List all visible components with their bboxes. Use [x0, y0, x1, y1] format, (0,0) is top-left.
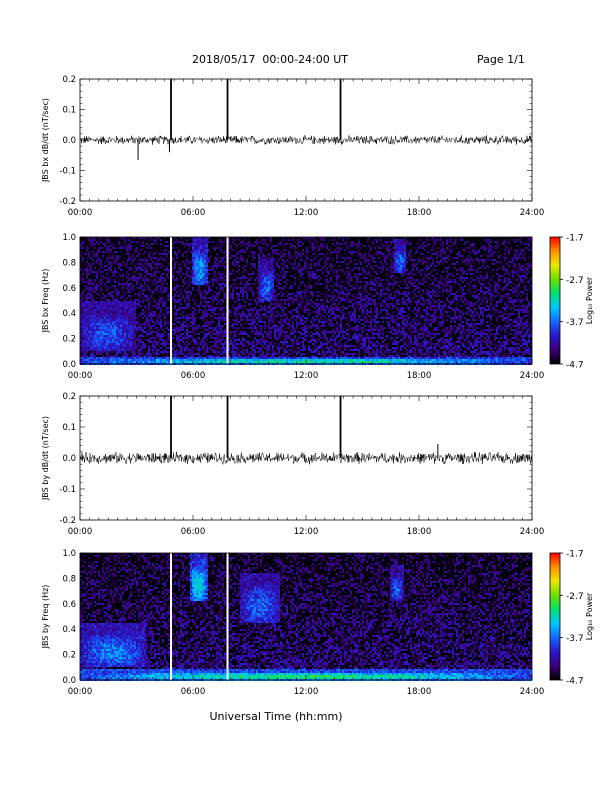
- series-line: [79, 134, 533, 146]
- y-tick-label: 0.8: [62, 574, 76, 584]
- colorbar-label: Log₁₀ Power: [585, 592, 594, 640]
- x-tick-label: 24:00: [520, 208, 545, 218]
- date-range-title: 2018/05/17 00:00-24:00 UT: [192, 53, 348, 66]
- y-tick-label: -0.2: [59, 197, 76, 207]
- colorbar-label: Log₁₀ Power: [585, 276, 594, 324]
- colorbar-tick-label: -4.7: [566, 361, 584, 371]
- colorbar-tick-label: -3.7: [566, 634, 584, 644]
- y-tick-label: 0.0: [62, 676, 76, 686]
- y-tick-label: 0.6: [62, 284, 76, 294]
- y-tick-label: 0.2: [62, 651, 76, 661]
- x-axis-label: Universal Time (hh:mm): [210, 710, 343, 723]
- x-tick-label: 18:00: [407, 527, 432, 537]
- y-tick-label: 0.4: [62, 309, 76, 319]
- x-tick-label: 00:00: [68, 527, 93, 537]
- x-tick-label: 00:00: [68, 687, 93, 697]
- y-tick-label: 1.0: [62, 549, 76, 559]
- y-axis-label: JBS bx Freq (Hz): [41, 269, 50, 334]
- y-tick-label: 0.4: [62, 625, 76, 635]
- x-tick-label: 06:00: [181, 208, 206, 218]
- x-tick-label: 18:00: [407, 371, 432, 381]
- colorbar: [549, 552, 561, 681]
- y-tick-label: -0.1: [59, 485, 76, 495]
- x-tick-label: 00:00: [68, 371, 93, 381]
- y-tick-label: 0.1: [62, 106, 76, 116]
- y-tick-label: -0.1: [59, 167, 76, 177]
- y-tick-label: 0.8: [62, 258, 76, 268]
- y-tick-label: 0.0: [62, 136, 76, 146]
- y-tick-label: 0.2: [62, 392, 76, 402]
- y-tick-label: 0.0: [62, 360, 76, 370]
- y-tick-label: 0.0: [62, 454, 76, 464]
- panel-3: 00:00 06:00 12:00 18:00 24:00 0.2 0.1 0.0 -0.1 -0…: [41, 392, 544, 537]
- panel-2: -1.7 -2.7 -3.7 -4.7 Log₁₀ Power 00:00 06:00 12:…: [41, 233, 594, 381]
- page-number: Page 1/1: [477, 53, 525, 66]
- y-tick-label: 1.0: [62, 233, 76, 243]
- colorbar-tick-label: -2.7: [566, 592, 584, 602]
- y-tick-label: 0.2: [62, 75, 76, 85]
- x-tick-label: 24:00: [520, 371, 545, 381]
- x-tick-label: 18:00: [407, 687, 432, 697]
- x-tick-label: 24:00: [520, 527, 545, 537]
- y-tick-label: 0.6: [62, 600, 76, 610]
- y-tick-label: 0.2: [62, 335, 76, 345]
- x-tick-label: 12:00: [294, 371, 319, 381]
- panel-4: -1.7 -2.7 -3.7 -4.7 Log₁₀ Power 00:00 06:00 12:…: [41, 549, 594, 697]
- x-tick-label: 12:00: [294, 687, 319, 697]
- x-tick-label: 18:00: [407, 208, 432, 218]
- y-tick-label: 0.1: [62, 423, 76, 433]
- panel-1: 00:00 06:00 12:00 18:00 24:00 0.2 0.1 0.0 -0.1 -0…: [41, 75, 544, 218]
- x-tick-label: 06:00: [181, 371, 206, 381]
- y-tick-label: -0.2: [59, 516, 76, 526]
- colorbar-tick-label: -2.7: [566, 276, 584, 286]
- x-tick-label: 12:00: [294, 208, 319, 218]
- x-tick-label: 24:00: [520, 687, 545, 697]
- series-line: [79, 451, 533, 465]
- colorbar: [549, 236, 561, 365]
- y-axis-label: JBS by Freq (Hz): [41, 585, 50, 650]
- colorbar-tick-label: -1.7: [566, 234, 584, 244]
- colorbar-tick-label: -4.7: [566, 677, 584, 687]
- x-tick-label: 06:00: [181, 527, 206, 537]
- x-tick-label: 06:00: [181, 687, 206, 697]
- colorbar-tick-label: -1.7: [566, 550, 584, 560]
- y-axis-label: JBS by dB/dt (nT/sec): [41, 416, 50, 501]
- y-axis-label: JBS bx dB/dt (nT/sec): [41, 98, 50, 183]
- colorbar-tick-label: -3.7: [566, 318, 584, 328]
- x-tick-label: 12:00: [294, 527, 319, 537]
- x-tick-label: 00:00: [68, 208, 93, 218]
